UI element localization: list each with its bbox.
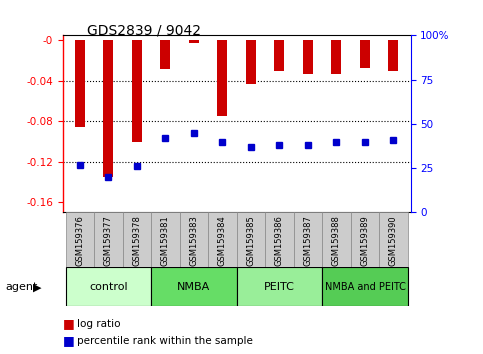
Text: GSM159383: GSM159383: [189, 215, 199, 266]
Bar: [331, 40, 341, 74]
Text: control: control: [89, 282, 128, 292]
Text: GSM159377: GSM159377: [104, 215, 113, 266]
Bar: [322, 212, 351, 267]
Bar: [132, 40, 142, 142]
Bar: [94, 212, 123, 267]
Bar: [123, 212, 151, 267]
Text: GSM159381: GSM159381: [161, 215, 170, 266]
Text: log ratio: log ratio: [77, 319, 121, 329]
Text: GSM159385: GSM159385: [246, 215, 256, 266]
Text: GSM159387: GSM159387: [303, 215, 313, 266]
Bar: [180, 212, 208, 267]
Text: GSM159386: GSM159386: [275, 215, 284, 266]
Text: GSM159378: GSM159378: [132, 215, 142, 266]
Text: ▶: ▶: [33, 282, 42, 292]
Bar: [294, 212, 322, 267]
Text: GSM159389: GSM159389: [360, 215, 369, 266]
Bar: [103, 40, 114, 177]
Bar: [351, 212, 379, 267]
Bar: [75, 40, 85, 127]
Text: percentile rank within the sample: percentile rank within the sample: [77, 336, 253, 346]
Bar: [237, 212, 265, 267]
Text: NMBA: NMBA: [177, 282, 211, 292]
Bar: [360, 40, 370, 68]
Bar: [189, 40, 199, 44]
Bar: [379, 212, 408, 267]
Text: GSM159390: GSM159390: [389, 215, 398, 266]
Bar: [66, 212, 94, 267]
Bar: [303, 40, 313, 74]
Bar: [151, 212, 180, 267]
Text: GSM159388: GSM159388: [332, 215, 341, 266]
Text: NMBA and PEITC: NMBA and PEITC: [325, 282, 405, 292]
Text: ■: ■: [63, 318, 74, 330]
Bar: [208, 212, 237, 267]
Text: PEITC: PEITC: [264, 282, 295, 292]
Bar: [160, 40, 170, 69]
Bar: [388, 40, 398, 71]
Bar: [322, 267, 408, 306]
Text: GSM159376: GSM159376: [75, 215, 85, 266]
Text: GSM159384: GSM159384: [218, 215, 227, 266]
Bar: [66, 267, 151, 306]
Bar: [246, 40, 256, 84]
Bar: [151, 267, 237, 306]
Bar: [265, 212, 294, 267]
Text: agent: agent: [6, 282, 38, 292]
Bar: [217, 40, 227, 116]
Bar: [237, 267, 322, 306]
Bar: [274, 40, 284, 71]
Text: GDS2839 / 9042: GDS2839 / 9042: [87, 23, 201, 37]
Text: ■: ■: [63, 334, 74, 347]
